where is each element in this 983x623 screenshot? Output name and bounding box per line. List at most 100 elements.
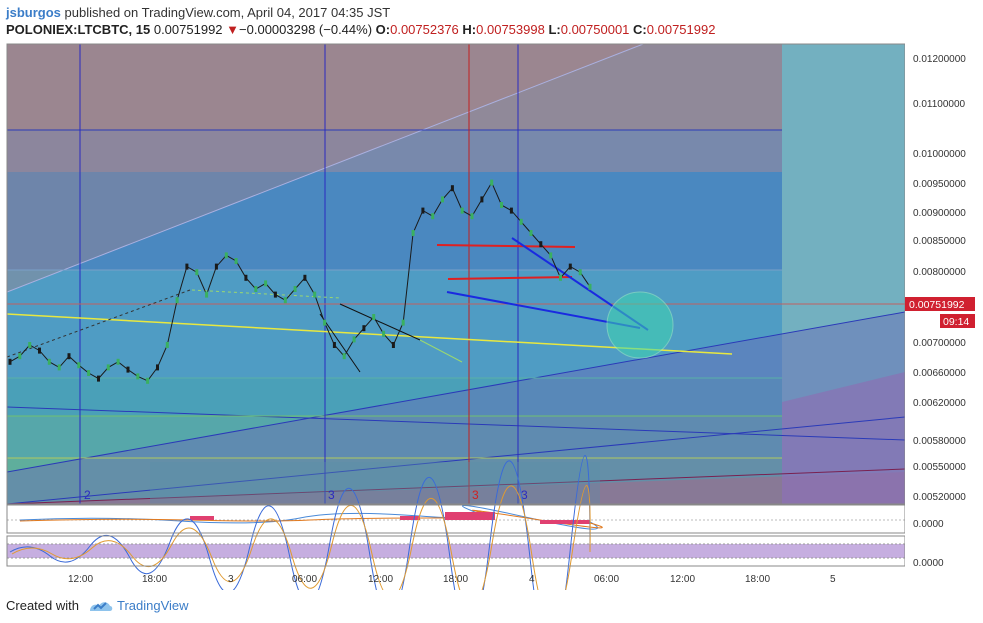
candle	[126, 366, 130, 373]
wave-label-2: 2	[84, 488, 91, 502]
time-tick: 3	[228, 574, 234, 585]
indicator1-tick: 0.0000	[913, 519, 944, 530]
candle	[460, 207, 464, 214]
candle	[313, 291, 317, 298]
author-link[interactable]: jsburgos	[6, 5, 61, 20]
candle	[244, 274, 248, 281]
candle	[450, 185, 454, 192]
publish-info: published on TradingView.com, April 04, …	[64, 5, 391, 20]
price-change: −0.00003298 (−0.44%)	[239, 22, 373, 37]
high-label: H:	[462, 22, 477, 37]
wave-label-3a: 3	[328, 488, 335, 502]
time-tick: 12:00	[68, 574, 93, 585]
candle	[38, 347, 41, 354]
candle	[391, 342, 395, 348]
price-line	[9, 181, 591, 382]
price-axis[interactable]: 0.01200000 0.01100000 0.01000000 0.00950…	[905, 42, 983, 590]
low-label: L:	[548, 22, 561, 37]
countdown-badge	[940, 314, 975, 328]
price-tick: 0.01200000	[913, 54, 966, 65]
time-tick: 18:00	[745, 574, 770, 585]
candle	[323, 319, 327, 326]
candle	[303, 274, 307, 281]
time-tick: 12:00	[368, 574, 393, 585]
candle	[342, 353, 346, 360]
created-with-text: Created with	[6, 598, 79, 613]
candle	[195, 269, 199, 276]
candle	[47, 358, 51, 365]
close-label: C:	[633, 22, 647, 37]
open-label: O:	[375, 22, 391, 37]
candle	[67, 353, 71, 360]
time-tick: 4	[529, 574, 535, 585]
price-tick: 0.00700000	[913, 338, 966, 349]
open-value: 0.00752376	[390, 22, 459, 37]
candle	[175, 297, 179, 304]
candle	[470, 213, 474, 220]
price-tick: 0.00950000	[913, 179, 966, 190]
candle	[539, 241, 543, 248]
price-series	[8, 179, 592, 384]
candle	[87, 370, 91, 376]
symbol-label[interactable]: POLONIEX:LTCBTC, 15	[6, 22, 151, 37]
candle	[490, 179, 494, 186]
candle	[116, 358, 120, 365]
candle	[205, 291, 209, 298]
candle	[578, 269, 582, 276]
candle	[441, 196, 444, 203]
candle	[254, 286, 258, 292]
candle	[57, 364, 61, 371]
time-tick: 06:00	[292, 574, 317, 585]
candle	[136, 373, 140, 380]
time-axis[interactable]: 12:00 18:00 3 06:00 12:00 18:00 4 06:00 …	[68, 574, 836, 585]
candle	[185, 263, 189, 270]
candle	[362, 325, 366, 332]
down-arrow-icon: ▼	[226, 22, 240, 37]
candle	[77, 362, 81, 369]
candle	[264, 280, 268, 287]
countdown-text: 09:14	[943, 316, 969, 328]
low-value: 0.00750001	[560, 22, 630, 37]
price-tick: 0.00550000	[913, 462, 966, 473]
time-tick: 5	[830, 574, 836, 585]
price-tick: 0.00520000	[913, 492, 966, 503]
price-chart[interactable]: 2 3 3 3 0.01200000 0.01100000 0.01000000…	[0, 42, 983, 590]
candle	[224, 252, 228, 259]
candle	[214, 263, 218, 270]
last-price: 0.00751992	[153, 22, 223, 37]
price-tick: 0.01100000	[913, 99, 966, 110]
footer: Created with TradingView	[0, 590, 983, 623]
price-tick: 0.00660000	[913, 368, 966, 379]
candle	[18, 353, 22, 360]
high-value: 0.00753998	[476, 22, 545, 37]
indicator2-tick: 0.0000	[913, 558, 944, 569]
price-tick: 0.00620000	[913, 398, 966, 409]
price-tick: 0.00580000	[913, 436, 966, 447]
candle	[106, 364, 110, 371]
candle	[156, 364, 159, 371]
macd-histogram	[190, 512, 590, 524]
time-tick: 18:00	[443, 574, 468, 585]
candle	[352, 336, 356, 343]
candle	[8, 358, 12, 365]
time-tick: 18:00	[142, 574, 167, 585]
time-tick: 06:00	[594, 574, 619, 585]
tradingview-link[interactable]: TradingView	[117, 598, 189, 613]
tradingview-logo-icon[interactable]	[88, 595, 114, 615]
candle	[293, 286, 297, 292]
candle	[588, 283, 592, 290]
candle	[509, 207, 513, 214]
wave-label-3c: 3	[521, 488, 528, 502]
chart-header: jsburgos published on TradingView.com, A…	[0, 0, 983, 42]
publish-line: jsburgos published on TradingView.com, A…	[6, 5, 390, 20]
close-value: 0.00751992	[646, 22, 716, 37]
last-price-badge-text: 0.00751992	[909, 299, 965, 311]
candle	[372, 314, 376, 320]
candle	[382, 330, 386, 337]
price-tick: 0.01000000	[913, 149, 966, 160]
candle	[500, 202, 503, 208]
ohlc-line: POLONIEX:LTCBTC, 15 0.00751992 ▼−0.00003…	[6, 22, 715, 37]
candle	[411, 230, 415, 236]
candle	[332, 342, 336, 348]
candle	[234, 258, 238, 264]
